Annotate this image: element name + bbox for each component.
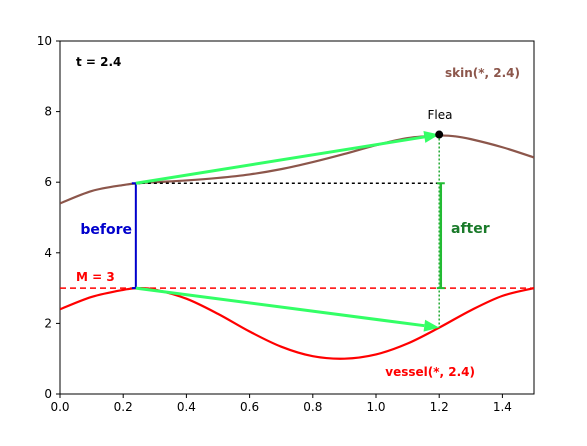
- plot-frame: [59, 40, 535, 395]
- x-tick-label: 1.0: [366, 400, 385, 414]
- vessel-series-label: vessel(*, 2.4): [385, 365, 475, 379]
- flea-marker: [435, 130, 444, 139]
- x-tick-label: 1.4: [493, 400, 512, 414]
- skin-arrow-shaft: [135, 135, 425, 185]
- vessel-arrow-head: [423, 319, 440, 332]
- x-tick-label: 0.0: [50, 400, 69, 414]
- skin-curve: [60, 134, 534, 205]
- y-tick-label: 0: [44, 387, 52, 401]
- x-tick-label: 0.2: [114, 400, 133, 414]
- y-tick-label: 6: [44, 175, 52, 189]
- x-tick-label: 1.2: [430, 400, 449, 414]
- skin-series-label: skin(*, 2.4): [445, 66, 520, 80]
- axes: 0.0 0.2 0.4 0.6 0.8 1.0 1.2 1.4 0 2 4 6 8 10: [37, 34, 535, 414]
- reference-line-label: M = 3: [76, 270, 115, 284]
- vessel-arrow-shaft: [135, 286, 425, 328]
- y-tick-label: 8: [44, 105, 52, 119]
- flea-label: Flea: [428, 108, 453, 122]
- annotation-layer: [131, 130, 445, 332]
- before-label: before: [80, 222, 132, 238]
- x-tick-label: 0.6: [240, 400, 259, 414]
- x-tick-label: 0.8: [303, 400, 322, 414]
- plot-area: [60, 134, 534, 360]
- time-label: t = 2.4: [76, 55, 121, 69]
- after-label: after: [451, 221, 490, 237]
- x-tick-label: 0.4: [177, 400, 196, 414]
- vessel-curve: [60, 286, 534, 360]
- y-tick-label: 2: [44, 316, 52, 330]
- y-tick-label: 10: [37, 34, 52, 48]
- y-tick-label: 4: [44, 246, 52, 260]
